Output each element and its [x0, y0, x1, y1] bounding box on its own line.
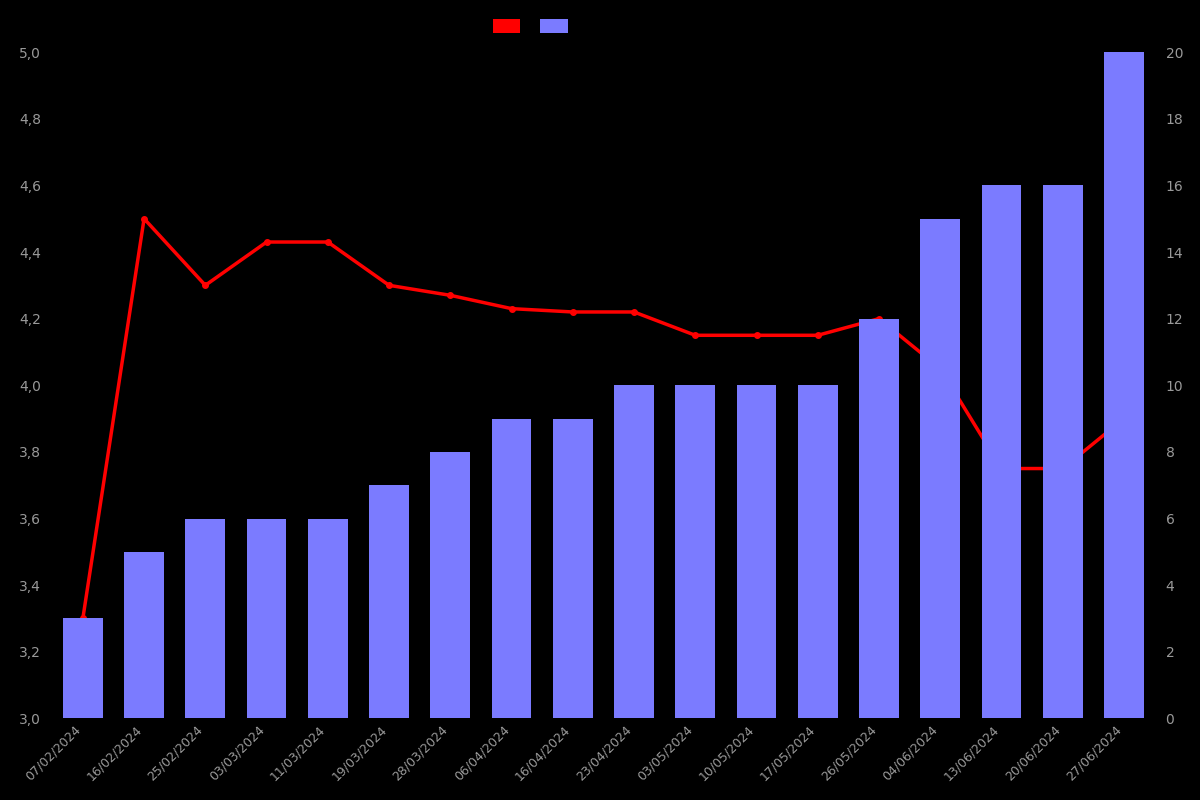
Bar [798, 386, 838, 718]
Bar [1104, 52, 1144, 718]
Bar [920, 218, 960, 718]
Bar [859, 318, 899, 718]
Bar [982, 186, 1021, 718]
Bar [308, 518, 348, 718]
Bar [737, 386, 776, 718]
Legend: , : , [487, 13, 586, 41]
Bar [1043, 186, 1082, 718]
Bar [247, 518, 287, 718]
Bar [62, 618, 103, 718]
Bar [186, 518, 226, 718]
Bar [492, 418, 532, 718]
Bar [431, 452, 470, 718]
Bar [553, 418, 593, 718]
Bar [676, 386, 715, 718]
Bar [614, 386, 654, 718]
Bar [370, 485, 409, 718]
Bar [124, 552, 164, 718]
